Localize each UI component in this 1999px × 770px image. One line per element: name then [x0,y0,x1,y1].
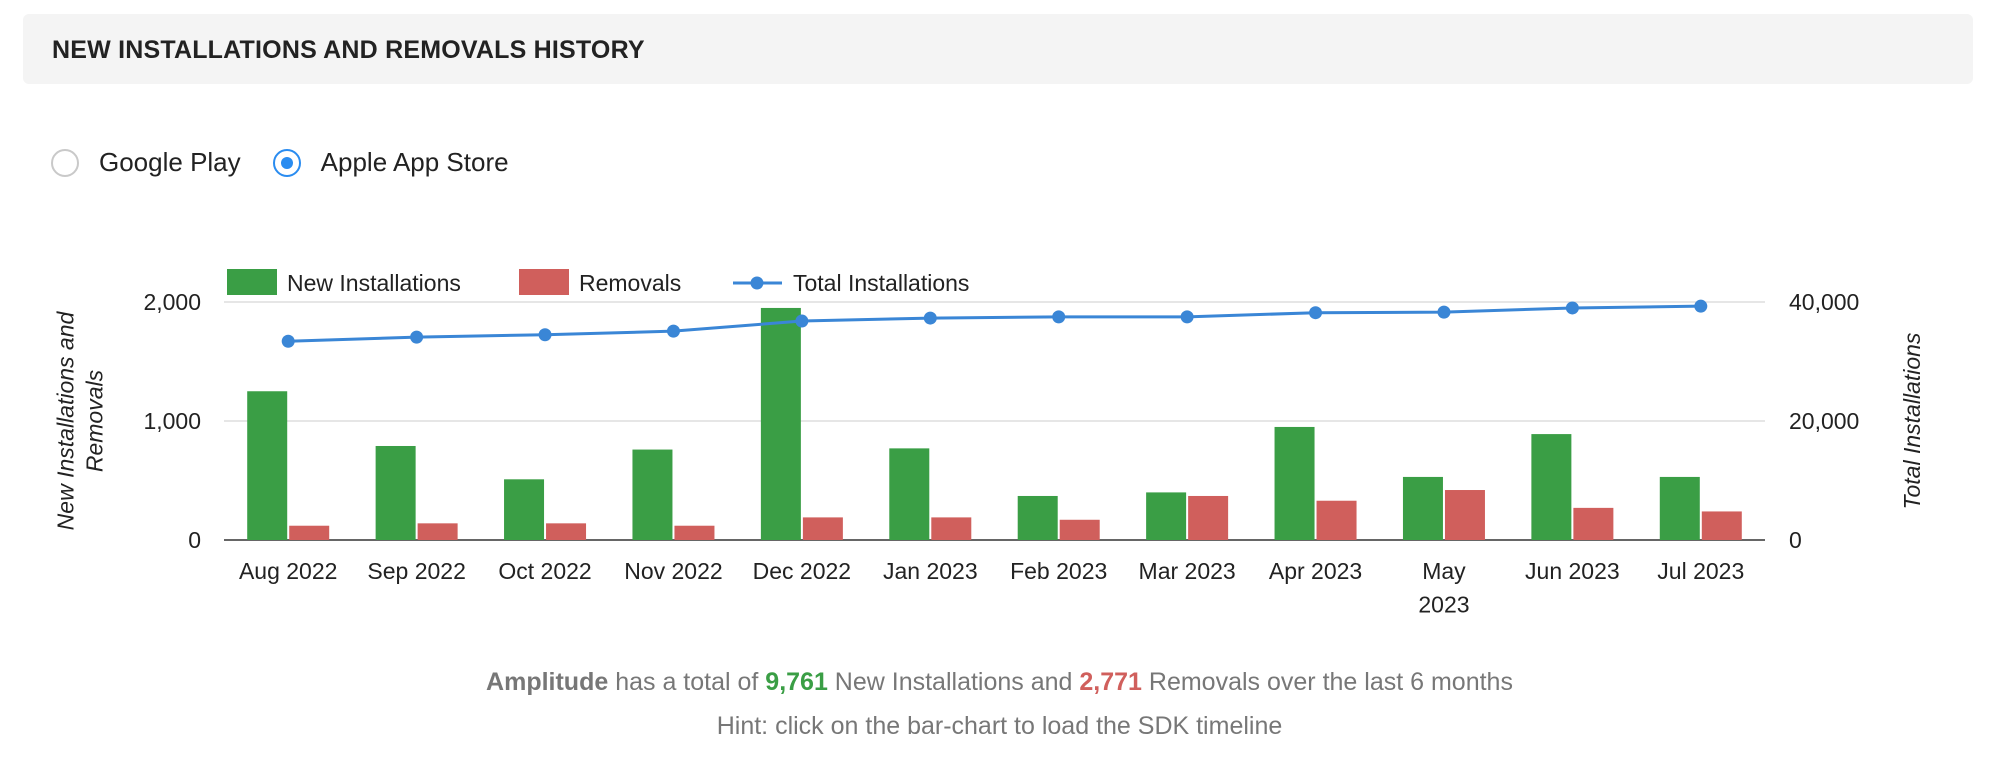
apple-app-store-label: Apple App Store [320,147,509,177]
new-installations-bar [760,307,801,540]
total-installations-point [538,328,552,342]
section-title: NEW INSTALLATIONS AND REMOVALS HISTORY [52,36,645,64]
new-installations-bar [375,445,416,540]
installations-chart[interactable]: 0 1,000 2,000 0 20,000 40,000 New Installation… [0,250,1999,630]
removals-bar [674,525,715,540]
new-installations-bar [1402,476,1443,540]
google-play-radio[interactable] [51,148,79,177]
total-installations-point [795,314,809,328]
total-installations-point [666,324,680,338]
new-installations-bar [1659,476,1700,540]
y-axis-title: New Installations and Removals [53,310,108,530]
y2-axis-title: Total Installations [1899,332,1925,509]
x-tick-label: Nov 2022 [624,558,722,584]
total-installations-point [1437,305,1451,319]
x-tick-label: Jan 2023 [883,558,978,584]
new-installations-bar [247,391,288,540]
apple-app-store-radio[interactable] [272,148,301,177]
y2-tick-label: 40,000 [1789,289,1859,315]
apple-app-store-option[interactable]: Apple App Store [272,147,509,178]
removals-bar [417,523,458,540]
summary-removals-count: 2,771 [1079,668,1142,696]
x-tick-label: Feb 2023 [1010,558,1107,584]
total-installations-point [410,330,424,344]
summary-text: Amplitude has a total of 9,761 New Insta… [0,668,1999,697]
x-tick-label: Jun 2023 [1525,558,1620,584]
y-tick-label: 1,000 [143,408,201,434]
new-installations-bar [1146,492,1187,540]
removals-bar [802,517,843,540]
removals-bar [1316,500,1357,540]
google-play-option[interactable]: Google Play [51,147,241,178]
section-header: NEW INSTALLATIONS AND REMOVALS HISTORY [23,14,1973,84]
removals-bar [1188,495,1229,540]
google-play-label: Google Play [99,147,241,177]
x-tick-label: Dec 2022 [753,558,851,584]
total-installations-point [1694,299,1708,313]
new-installations-bar [504,479,545,540]
y-tick-label: 2,000 [143,289,201,315]
summary-text-part: has a total of [608,668,766,696]
new-installations-bar [889,448,930,540]
y2-tick-label: 20,000 [1789,408,1859,434]
removals-bar [546,523,587,540]
total-installations-point [1052,310,1066,324]
removals-bar [1573,507,1614,540]
x-tick-label: Jul 2023 [1657,558,1744,584]
new-installations-bar [1274,426,1315,540]
x-tick-label: Sep 2022 [367,558,465,584]
legend-label-total-installations: Total Installations [793,270,969,296]
y-tick-label: 0 [188,527,201,553]
x-tick-label: Mar 2023 [1139,558,1236,584]
removals-bar [1701,511,1742,540]
store-selector: Google Play Apple App Store [51,147,541,178]
legend-label-removals: Removals [579,270,681,296]
y2-tick-label: 0 [1789,527,1802,553]
summary-app-name: Amplitude [486,668,609,696]
removals-bar [1444,490,1485,540]
x-tick-label: May 2023 [1418,558,1469,617]
x-tick-label: Apr 2023 [1269,558,1362,584]
new-installations-bar [1531,434,1572,540]
total-installations-point [281,334,295,348]
legend-swatch-removals [519,269,569,295]
summary-new-installations-count: 9,761 [765,668,828,696]
removals-bar [1059,519,1100,540]
removals-bar [931,517,972,540]
total-installations-line [288,304,1701,343]
new-installations-bar [632,449,673,540]
summary-text-part: Removals over the last 6 months [1141,668,1513,696]
total-installations-point [923,311,937,325]
total-installations-point [1180,310,1194,324]
legend-label-new-installations: New Installations [287,270,461,296]
total-installations-point [1309,306,1323,320]
total-installations-point [1565,301,1579,315]
new-installations-bar [1017,495,1058,540]
hint-text: Hint: click on the bar-chart to load the… [716,712,1283,740]
x-tick-label: Aug 2022 [239,558,337,584]
summary-text-part: New Installations and [827,668,1080,696]
x-tick-label: Oct 2022 [498,558,591,584]
legend-swatch-new-installations [227,269,277,295]
legend-marker-total-installations [750,276,764,290]
removals-bar [289,525,330,540]
